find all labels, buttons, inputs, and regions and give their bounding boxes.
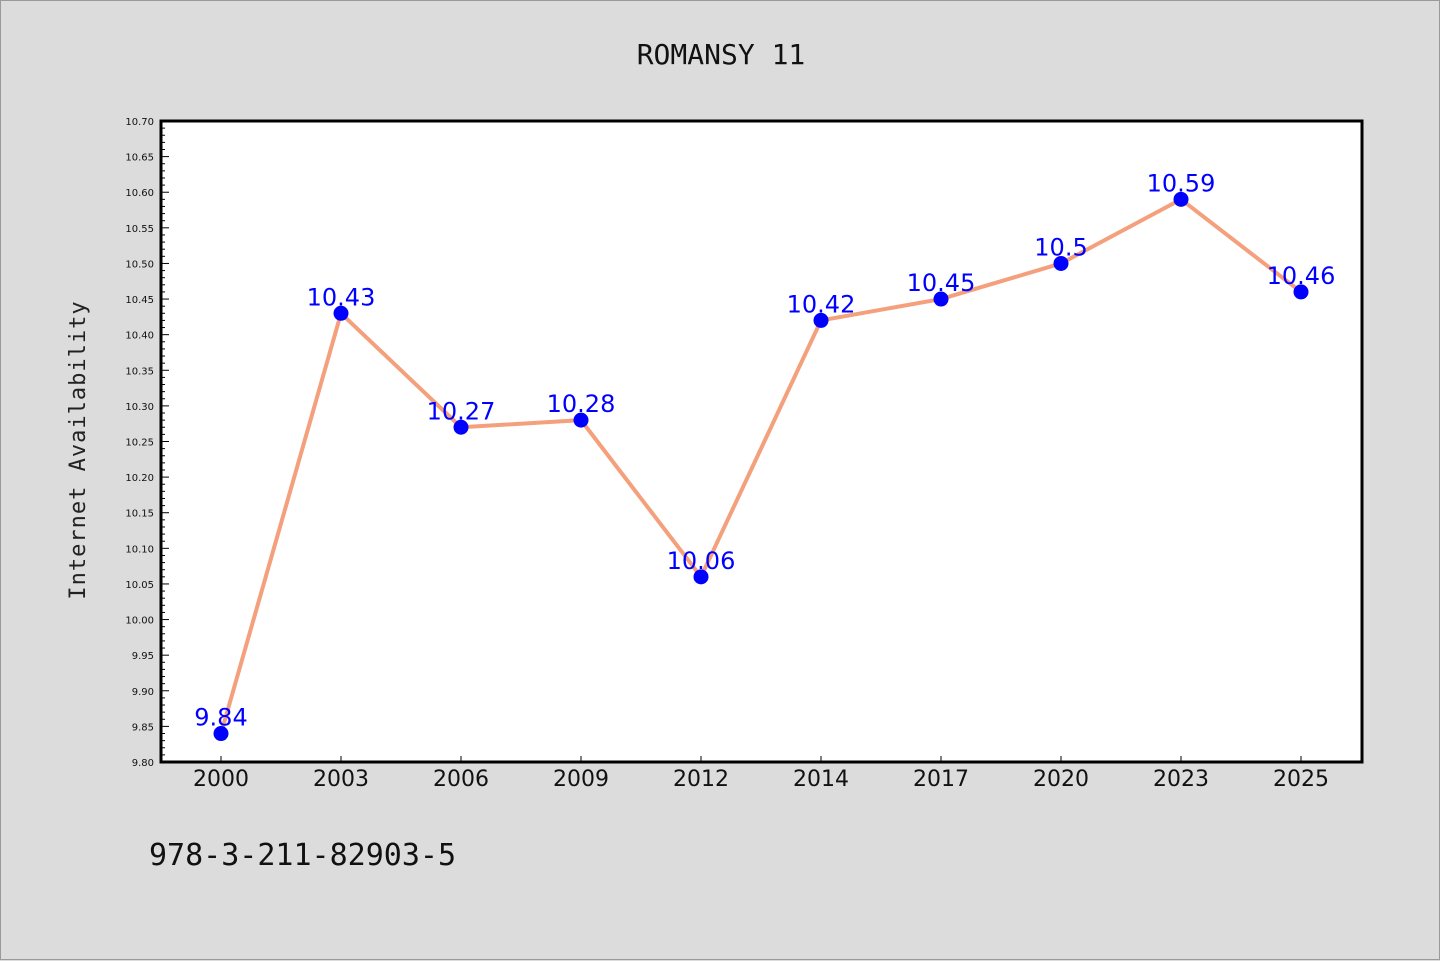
data-label-2023: 10.59 — [1147, 169, 1216, 197]
data-point-2009 — [573, 412, 589, 428]
y-tick-label: 10.10 — [125, 544, 154, 555]
x-tick-label: 2020 — [1033, 767, 1089, 792]
data-point-2003 — [333, 305, 349, 321]
y-tick-label: 10.55 — [125, 224, 154, 235]
y-tick-label: 10.35 — [125, 366, 154, 377]
data-point-2000 — [213, 726, 229, 742]
data-label-2003: 10.43 — [307, 283, 376, 311]
y-tick-label: 10.30 — [125, 402, 154, 413]
x-tick-label: 2000 — [193, 767, 249, 792]
y-tick-label: 10.60 — [125, 188, 154, 199]
series-line — [219, 197, 1303, 735]
data-label-2000: 9.84 — [194, 704, 247, 732]
data-label-2020: 10.5 — [1034, 233, 1087, 261]
x-tick-label: 2017 — [913, 767, 969, 792]
y-tick-label: 10.25 — [125, 438, 154, 449]
y-tick-label: 10.65 — [125, 153, 154, 164]
data-point-2017 — [933, 291, 949, 307]
data-label-2006: 10.27 — [427, 397, 496, 425]
footer-isbn: 978-3-211-82903-5 — [149, 838, 456, 873]
y-tick-label: 10.15 — [125, 509, 154, 520]
y-tick-label: 10.70 — [125, 117, 154, 128]
y-tick-label: 9.90 — [132, 687, 154, 698]
y-tick-label: 10.50 — [125, 259, 154, 270]
x-tick-label: 2014 — [793, 767, 849, 792]
data-label-2014: 10.42 — [787, 290, 856, 318]
data-point-2020 — [1053, 255, 1069, 271]
x-tick-label: 2023 — [1153, 767, 1209, 792]
data-point-2023 — [1173, 191, 1189, 207]
x-tick-label: 2006 — [433, 767, 489, 792]
data-labels: 9.84 10.43 10.27 10.28 10.06 10.42 10.45 10.5 10… — [194, 169, 1335, 731]
y-tick-label: 9.85 — [132, 722, 154, 733]
chart-title: ROMANSY 11 — [637, 38, 806, 71]
series-markers — [213, 191, 1309, 742]
data-point-2006 — [453, 419, 469, 435]
y-tick-label: 10.40 — [125, 331, 154, 342]
data-label-2012: 10.06 — [667, 547, 736, 575]
y-tick-label: 10.00 — [125, 616, 154, 627]
y-tick-labels: 9.80 9.85 9.90 9.95 10.00 10.05 10.10 10.15 10.2… — [125, 117, 154, 769]
x-tick-label: 2003 — [313, 767, 369, 792]
data-point-2014 — [813, 312, 829, 328]
data-label-2017: 10.45 — [907, 269, 976, 297]
x-tick-labels: 2000 2003 2006 2009 2012 2014 2017 2020 2023 2025 — [193, 756, 1329, 792]
data-point-2012 — [693, 569, 709, 585]
x-tick-label: 2009 — [553, 767, 609, 792]
data-label-2009: 10.28 — [547, 390, 616, 418]
x-tick-label: 2025 — [1273, 767, 1329, 792]
data-point-2025 — [1293, 284, 1309, 300]
y-tick-label: 10.45 — [125, 295, 154, 306]
y-tick-label: 9.80 — [132, 758, 154, 769]
y-tick-label: 10.05 — [125, 580, 154, 591]
plot-frame — [159, 119, 1364, 764]
y-tick-label: 10.20 — [125, 473, 154, 484]
y-axis-label: Internet Availability — [66, 300, 91, 599]
data-label-2025: 10.46 — [1267, 262, 1336, 290]
x-tick-label: 2012 — [673, 767, 729, 792]
series-line-group — [219, 197, 1303, 735]
y-tick-label: 9.95 — [132, 651, 154, 662]
plot-area — [161, 121, 1362, 762]
